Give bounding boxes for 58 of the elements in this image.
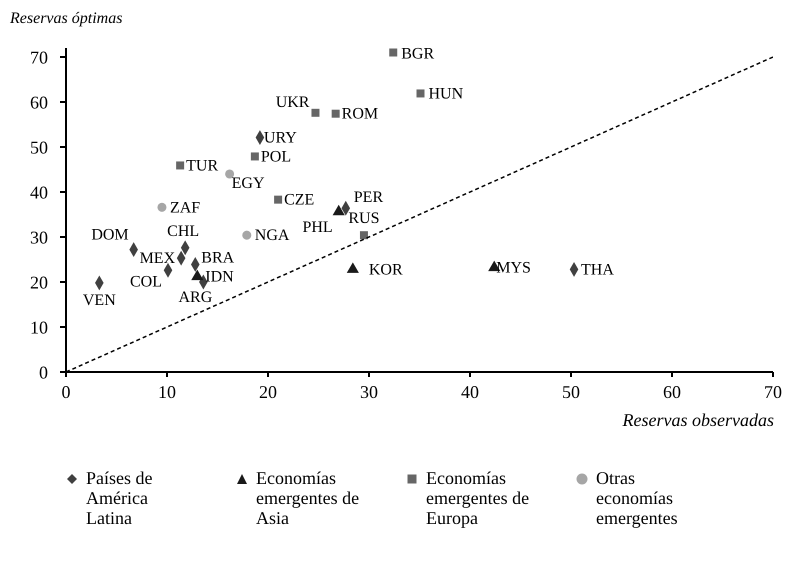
- annotation: RUS: [348, 210, 380, 228]
- annotation: POL: [260, 148, 292, 166]
- annotation: HUN: [428, 85, 464, 102]
- legend-label: Economías emergentes de Europa: [426, 468, 530, 528]
- annotation: MYS: [496, 260, 531, 277]
- annotation: ZAF: [170, 199, 200, 216]
- annotation: THA: [581, 261, 614, 278]
- x-tick-label: 60: [663, 382, 681, 402]
- y-tick-label: 40: [30, 182, 48, 202]
- annotation: VEN: [82, 292, 116, 309]
- point: [250, 152, 259, 160]
- x-tick-label: 40: [461, 382, 479, 402]
- point: [274, 196, 282, 204]
- annotation: ROM: [342, 106, 378, 123]
- x-tick-label: 70: [764, 382, 782, 402]
- annotation: CHL: [167, 222, 200, 240]
- y-tick-label: 60: [30, 92, 48, 112]
- point: [332, 110, 340, 118]
- point: [389, 48, 398, 56]
- annotation: EGY: [232, 175, 265, 192]
- y-tick-label: 10: [30, 317, 48, 338]
- point: [176, 161, 184, 170]
- y-tick-label: 0: [39, 362, 48, 382]
- y-axis-title: Reservas óptimas: [10, 10, 122, 28]
- x-tick-label: 10: [158, 382, 176, 402]
- y-tick-label: 50: [30, 137, 48, 158]
- point: [360, 231, 368, 240]
- annotation: BRA: [201, 249, 235, 266]
- annotation: KOR: [368, 261, 403, 278]
- x-axis-title: Reservas observadas: [622, 410, 774, 431]
- y-tick-label: 20: [30, 272, 48, 292]
- annotation: ARG: [178, 289, 213, 306]
- annotation: COL: [130, 273, 162, 290]
- point: [242, 230, 252, 240]
- annotation: URY: [264, 130, 298, 147]
- annotation: DOM: [91, 226, 129, 244]
- y-tick-label: 70: [30, 47, 48, 68]
- point: [311, 108, 320, 117]
- annotation: TUR: [186, 157, 218, 174]
- annotation: IDN: [205, 268, 234, 286]
- annotation: UKR: [276, 94, 310, 111]
- y-tick-label: 30: [30, 227, 48, 248]
- annotation: BGR: [401, 46, 434, 62]
- x-tick-label: 50: [562, 382, 580, 402]
- legend-label: Países de América Latina: [86, 468, 154, 528]
- x-tick-label: 20: [259, 382, 277, 402]
- annotation: NGA: [254, 227, 290, 244]
- legend-label: Otras economías emergentes: [596, 468, 679, 528]
- annotation: PHL: [302, 218, 333, 236]
- x-tick-label: 0: [62, 382, 70, 402]
- annotation: CZE: [284, 192, 314, 209]
- point: [157, 202, 166, 212]
- annotation: MEX: [140, 250, 176, 268]
- x-tick-label: 30: [360, 382, 378, 402]
- annotation: PER: [354, 189, 384, 206]
- point: [225, 169, 234, 179]
- legend-label: Economías emergentes de Asia: [256, 468, 360, 528]
- point: [416, 89, 425, 98]
